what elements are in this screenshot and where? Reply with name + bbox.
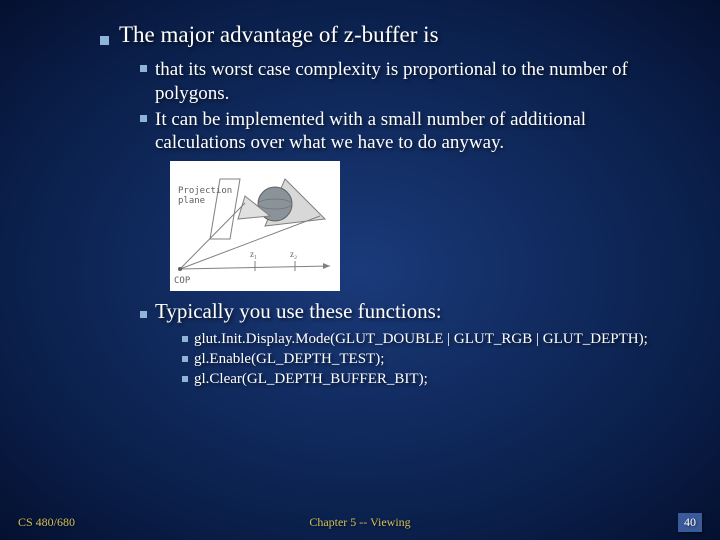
function-2: gl.Enable(GL_DEPTH_TEST); [182,350,660,369]
function-3: gl.Clear(GL_DEPTH_BUFFER_BIT); [182,370,660,389]
square-bullet-icon [100,36,109,45]
function-3-text: gl.Clear(GL_DEPTH_BUFFER_BIT); [194,370,428,389]
heading-l2: Typically you use these functions: [140,299,660,324]
square-bullet-icon [140,65,147,72]
footer-left: CS 480/680 [18,515,75,530]
svg-text:Projection: Projection [178,186,232,196]
zbuffer-diagram: Projection plane z₁ z₂ COP [170,161,340,291]
heading-text: The major advantage of z-buffer is [119,22,439,48]
svg-text:z₂: z₂ [290,249,297,259]
square-bullet-icon [182,376,188,382]
heading-l2-text: Typically you use these functions: [155,299,442,324]
function-1: glut.Init.Display.Mode(GLUT_DOUBLE | GLU… [182,330,660,349]
square-bullet-icon [140,311,147,318]
function-1-text: glut.Init.Display.Mode(GLUT_DOUBLE | GLU… [194,330,648,349]
subpoint-1-text: that its worst case complexity is propor… [155,58,660,106]
heading-l1: The major advantage of z-buffer is [100,22,660,48]
footer: CS 480/680 Chapter 5 -- Viewing 40 [0,513,720,532]
page-number: 40 [678,513,702,532]
footer-center: Chapter 5 -- Viewing [309,515,410,530]
subpoint-1: that its worst case complexity is propor… [140,58,660,106]
subpoint-2: It can be implemented with a small numbe… [140,108,660,156]
svg-text:plane: plane [178,196,205,206]
function-2-text: gl.Enable(GL_DEPTH_TEST); [194,350,384,369]
svg-text:COP: COP [174,276,191,286]
square-bullet-icon [182,336,188,342]
subpoint-2-text: It can be implemented with a small numbe… [155,108,660,156]
square-bullet-icon [140,115,147,122]
square-bullet-icon [182,356,188,362]
svg-text:z₁: z₁ [250,249,257,259]
